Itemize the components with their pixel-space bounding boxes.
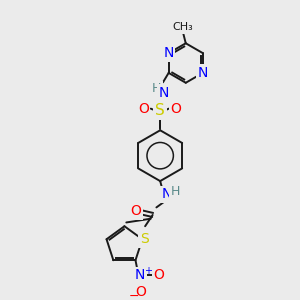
Text: O: O	[154, 268, 164, 282]
Text: N: N	[198, 66, 208, 80]
Text: S: S	[140, 232, 148, 246]
Text: S: S	[155, 103, 165, 118]
Text: O: O	[171, 102, 182, 116]
Text: N: N	[164, 46, 174, 60]
Text: O: O	[135, 285, 146, 299]
Text: N: N	[162, 187, 172, 201]
Text: N: N	[159, 86, 169, 100]
Text: H: H	[152, 82, 161, 95]
Text: H: H	[170, 185, 180, 198]
Text: +: +	[144, 266, 152, 276]
Text: N: N	[135, 268, 146, 282]
Text: O: O	[130, 204, 141, 218]
Text: −: −	[128, 290, 139, 300]
Text: CH₃: CH₃	[172, 22, 193, 32]
Text: O: O	[138, 102, 149, 116]
